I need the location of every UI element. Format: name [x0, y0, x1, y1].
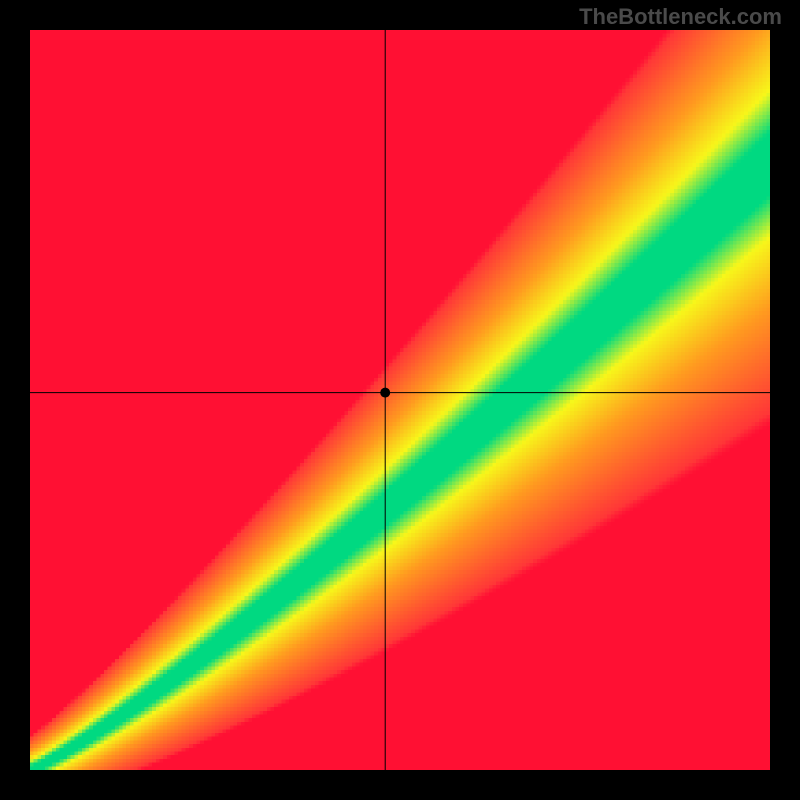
watermark-text: TheBottleneck.com	[579, 4, 782, 30]
bottleneck-heatmap	[30, 30, 770, 770]
heatmap-canvas	[30, 30, 770, 770]
